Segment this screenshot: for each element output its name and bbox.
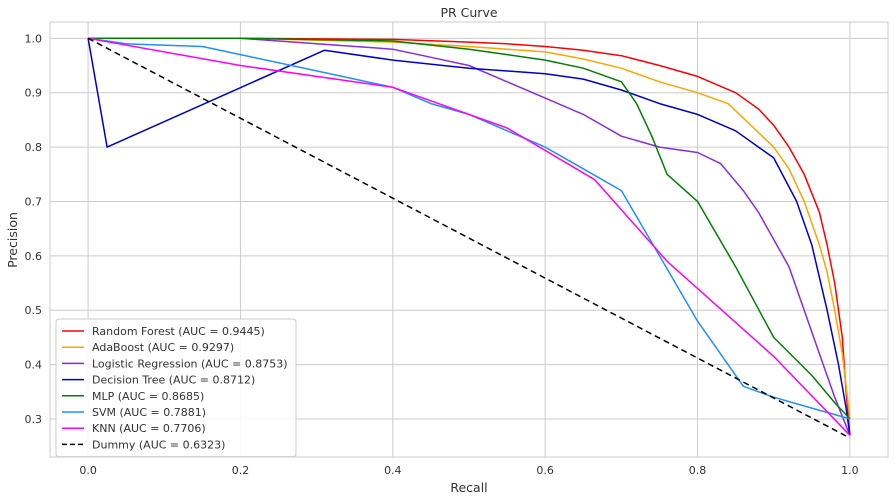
legend-label: MLP (AUC = 0.8685): [92, 390, 204, 403]
legend-label: Random Forest (AUC = 0.9445): [92, 325, 265, 338]
x-tick-label: 0.8: [689, 464, 707, 477]
series-line-6: [87, 37, 851, 436]
x-tick-label: 0.4: [384, 464, 402, 477]
legend-label: KNN (AUC = 0.7706): [92, 422, 206, 435]
legend-label: SVM (AUC = 0.7881): [92, 406, 206, 419]
series-line-3: [87, 38, 851, 436]
y-tick-label: 0.8: [25, 141, 43, 154]
x-tick-label: 0.6: [536, 464, 554, 477]
x-tick-label: 0.2: [232, 464, 250, 477]
legend-label: AdaBoost (AUC = 0.9297): [92, 341, 234, 354]
y-tick-label: 0.7: [25, 195, 43, 208]
legend-label: Dummy (AUC = 0.6323): [92, 438, 225, 451]
plot-frame: [49, 21, 889, 458]
legend-box: [55, 318, 297, 458]
chart-title: PR Curve: [440, 5, 497, 20]
legend-label: Decision Tree (AUC = 0.8712): [92, 374, 255, 387]
y-tick-label: 0.4: [25, 359, 43, 372]
x-tick-label: 0.0: [79, 464, 97, 477]
series-line-1: [88, 37, 851, 419]
series-line-0: [88, 37, 851, 436]
x-tick-labels: 0.0 0.2 0.4 0.6 0.8 1.0: [79, 464, 858, 477]
legend: Random Forest (AUC = 0.9445) AdaBoost (AU…: [55, 318, 297, 458]
y-axis-label: Precision: [5, 212, 20, 268]
y-tick-label: 0.6: [25, 250, 43, 263]
y-tick-labels: 0.3 0.4 0.5 0.6 0.7 0.8 0.9 1.0: [25, 32, 43, 426]
x-tick-label: 1.0: [841, 464, 859, 477]
series-line-2: [88, 37, 851, 436]
legend-label: Logistic Regression (AUC = 0.8753): [92, 357, 288, 370]
x-axis-label: Recall: [450, 480, 487, 495]
series-line-7: [87, 37, 851, 439]
series-line-4: [88, 37, 851, 420]
series-layer: [87, 37, 851, 439]
y-tick-label: 0.3: [25, 413, 43, 426]
y-tick-label: 0.9: [25, 87, 43, 100]
y-tick-label: 0.5: [25, 304, 43, 317]
y-tick-label: 1.0: [25, 32, 43, 45]
